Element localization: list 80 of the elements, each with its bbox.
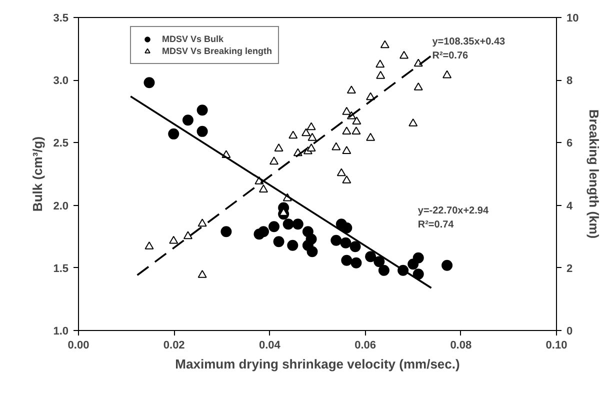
- y-tick-label: 1.5: [53, 262, 69, 275]
- x-axis-title: Maximum drying shrinkage velocity (mm/sec.): [175, 356, 460, 372]
- point: [341, 254, 352, 266]
- point: [340, 237, 352, 248]
- y2-tick-label: 0: [566, 326, 573, 338]
- y-axis-title: Bulk (cm³/g): [30, 136, 46, 212]
- point: [336, 168, 346, 176]
- point: [341, 222, 352, 234]
- annotation: y=-22.70x+2.94 R²=0.74: [418, 205, 489, 231]
- point: [306, 144, 316, 152]
- y2-tick-label: 6: [566, 138, 573, 150]
- y-tick-label: 3.5: [53, 12, 69, 24]
- point: [308, 132, 317, 141]
- point: [274, 144, 284, 152]
- point: [196, 126, 208, 137]
- y2-tick-label: 10: [566, 12, 579, 24]
- point: [346, 86, 356, 94]
- point: [412, 268, 424, 280]
- point: [342, 106, 352, 115]
- point: [400, 50, 409, 59]
- x-tick-label: 0.06: [354, 340, 376, 352]
- point: [350, 257, 362, 268]
- point: [288, 130, 298, 139]
- point: [258, 226, 269, 238]
- point: [258, 184, 268, 192]
- legend-label: MDSV Vs Bulk: [162, 33, 224, 45]
- point: [270, 156, 278, 165]
- point: [412, 252, 424, 264]
- point: [330, 234, 342, 246]
- x-tick-label: 0.00: [68, 340, 90, 352]
- point: [198, 270, 207, 278]
- y2-axis-title: Breaking length (km): [586, 109, 602, 239]
- x-tick-label: 0.04: [258, 340, 282, 352]
- point: [352, 116, 362, 125]
- point: [287, 240, 298, 251]
- point: [380, 40, 390, 48]
- point: [144, 241, 154, 250]
- x-tick-label: 0.02: [163, 340, 185, 352]
- point: [342, 175, 352, 184]
- point: [408, 118, 418, 126]
- annotation: y=108.35x+0.43 R²=0.76: [432, 36, 506, 62]
- y-tick-label: 1.0: [53, 326, 69, 338]
- point: [306, 246, 318, 258]
- point: [268, 221, 280, 232]
- x-tick-label: 0.10: [546, 340, 568, 352]
- y-tick-label: 3.0: [53, 75, 69, 88]
- y-tick-label: 2.0: [53, 200, 69, 212]
- point: [144, 77, 155, 88]
- point: [414, 82, 423, 90]
- point: [198, 218, 207, 227]
- point: [292, 218, 304, 230]
- point: [168, 128, 180, 140]
- point: [273, 236, 284, 248]
- point: [376, 70, 386, 79]
- point: [342, 146, 352, 154]
- point: [196, 104, 208, 116]
- point: [442, 70, 452, 78]
- legend-label: MDSV Vs Breaking length: [162, 45, 272, 57]
- point: [306, 122, 316, 130]
- y2-tick-label: 8: [566, 75, 573, 88]
- point: [378, 264, 390, 276]
- point: [374, 256, 385, 268]
- x-tick-label: 0.08: [450, 340, 472, 352]
- point: [342, 126, 352, 135]
- y2-tick-label: 2: [566, 262, 573, 275]
- point: [442, 260, 453, 271]
- y-tick-label: 2.5: [53, 138, 69, 150]
- point: [332, 142, 341, 150]
- point: [169, 236, 178, 244]
- point: [366, 132, 376, 141]
- y2-tick-label: 4: [566, 200, 574, 212]
- point: [376, 60, 385, 68]
- point: [282, 218, 294, 230]
- point: [220, 226, 232, 238]
- point: [182, 114, 194, 126]
- point: [183, 231, 192, 240]
- point: [365, 251, 376, 262]
- point: [350, 241, 361, 252]
- point: [352, 126, 361, 135]
- point: [302, 128, 311, 136]
